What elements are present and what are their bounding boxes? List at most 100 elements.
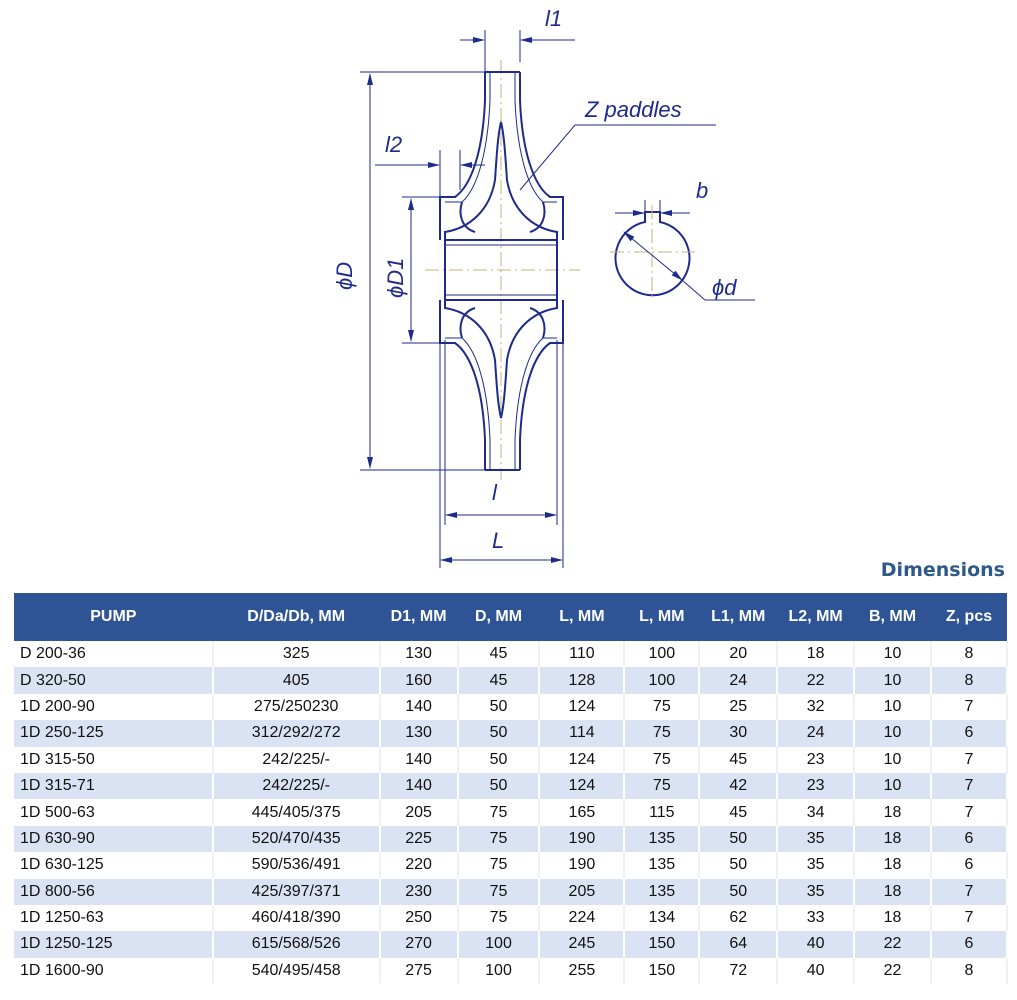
dimension-cell: 225 bbox=[379, 825, 459, 853]
dimension-cell: 110 bbox=[539, 641, 626, 668]
dimension-cell: 8 bbox=[931, 667, 1008, 694]
svg-text:l: l bbox=[492, 480, 498, 505]
dimension-cell: 75 bbox=[457, 878, 541, 905]
impeller-section bbox=[439, 71, 564, 471]
column-header: L1, MM bbox=[699, 593, 778, 641]
dimension-cell: 45 bbox=[457, 641, 541, 668]
dimension-cell: 205 bbox=[379, 799, 459, 826]
dimension-cell: 140 bbox=[379, 693, 459, 721]
dimension-cell: 25 bbox=[699, 693, 779, 721]
impeller-drawing: ϕD ϕD1 l1 l2 l L Z paddles bbox=[332, 6, 755, 568]
dimension-cell: 50 bbox=[457, 746, 541, 773]
dimension-cell: 18 bbox=[854, 799, 932, 826]
dimension-cell: 220 bbox=[379, 852, 459, 879]
table-row: 1D 500-63 445/405/375 205 75 165 115 45 34 18 7 bbox=[14, 799, 1008, 826]
dimension-cell: 45 bbox=[699, 746, 779, 773]
dimensions-title: Dimensions bbox=[880, 559, 1005, 581]
dimension-cell: 40 bbox=[777, 957, 856, 985]
column-header: L, MM bbox=[624, 593, 700, 641]
dimension-cell: 50 bbox=[699, 825, 779, 853]
pump-model-cell: 1D 250-125 bbox=[14, 720, 214, 747]
dimension-cell: 62 bbox=[699, 904, 779, 932]
table-row: 1D 800-56 425/397/371 230 75 205 135 50 35 18 7 bbox=[14, 878, 1008, 905]
dimension-cell: 135 bbox=[624, 878, 701, 905]
pump-model-cell: 1D 630-90 bbox=[14, 825, 214, 853]
shaft-section: b ϕd bbox=[610, 178, 755, 301]
dimension-cell: 224 bbox=[539, 904, 626, 932]
dimensions-table: PUMP D/Da/Db, MM D1, MM D, MM L, MM L, MM L1, … bbox=[14, 593, 1008, 985]
dimension-cell: 7 bbox=[931, 799, 1008, 826]
dimension-cell: 75 bbox=[624, 693, 701, 721]
dimension-cell: 115 bbox=[624, 799, 701, 826]
dimension-cell: 7 bbox=[931, 693, 1008, 721]
dimension-cell: 7 bbox=[931, 772, 1008, 800]
dimension-cell: 42 bbox=[699, 772, 779, 800]
dimension-cell: 18 bbox=[854, 904, 932, 932]
dimension-cell: 35 bbox=[777, 852, 856, 879]
dimension-cell: 520/470/435 bbox=[212, 825, 381, 853]
dimension-cell: 128 bbox=[539, 667, 626, 694]
dimension-cell: 255 bbox=[539, 957, 626, 985]
dimension-cell: 130 bbox=[379, 720, 459, 747]
dimension-cell: 242/225/- bbox=[212, 746, 381, 773]
dimension-l2: l2 bbox=[375, 132, 485, 197]
dimension-cell: 615/568/526 bbox=[212, 931, 381, 958]
dimension-cell: 165 bbox=[539, 799, 626, 826]
dimension-cell: 18 bbox=[854, 878, 932, 905]
dimension-cell: 6 bbox=[931, 931, 1008, 958]
dimension-cell: 50 bbox=[699, 878, 779, 905]
pump-model-cell: 1D 800-56 bbox=[14, 878, 214, 905]
table-row: 1D 630-90 520/470/435 225 75 190 135 50 35 18 6 bbox=[14, 825, 1008, 853]
bore bbox=[444, 239, 558, 301]
dimension-cell: 30 bbox=[699, 720, 779, 747]
dimension-cell: 50 bbox=[457, 720, 541, 747]
dimension-cell: 75 bbox=[624, 746, 701, 773]
z-paddles-callout: Z paddles bbox=[519, 97, 716, 191]
dimension-cell: 124 bbox=[539, 693, 626, 721]
dimension-cell: 190 bbox=[539, 852, 626, 879]
dimension-cell: 20 bbox=[699, 641, 779, 668]
table-row: 1D 250-125 312/292/272 130 50 114 75 30 24 10 6 bbox=[14, 720, 1008, 747]
table-row: 1D 1250-125 615/568/526 270 100 245 150 64 40 22… bbox=[14, 931, 1008, 958]
dimension-cell: 150 bbox=[624, 931, 701, 958]
dimension-cell: 18 bbox=[854, 852, 932, 879]
table-header-row: PUMP D/Da/Db, MM D1, MM D, MM L, MM L, MM L1, … bbox=[14, 593, 1007, 641]
dimension-phiD1: ϕD1 bbox=[383, 196, 440, 344]
svg-text:Z paddles: Z paddles bbox=[584, 97, 682, 122]
dimension-cell: 45 bbox=[699, 799, 779, 826]
dimension-cell: 75 bbox=[457, 852, 541, 879]
pump-model-cell: 1D 500-63 bbox=[14, 799, 214, 826]
dimension-cell: 23 bbox=[777, 772, 856, 800]
column-header: D, MM bbox=[457, 593, 540, 641]
pump-model-cell: 1D 200-90 bbox=[14, 693, 214, 721]
dimension-cell: 242/225/- bbox=[212, 772, 381, 800]
dimension-cell: 124 bbox=[539, 772, 626, 800]
dimension-cell: 34 bbox=[777, 799, 856, 826]
dimension-cell: 6 bbox=[931, 720, 1008, 747]
dimension-cell: 124 bbox=[539, 746, 626, 773]
pump-model-cell: 1D 630-125 bbox=[14, 852, 214, 879]
dimension-cell: 75 bbox=[624, 772, 701, 800]
table-row: 1D 315-50 242/225/- 140 50 124 75 45 23 10 7 bbox=[14, 746, 1008, 773]
dimension-l: l bbox=[444, 340, 558, 525]
svg-text:L: L bbox=[492, 528, 504, 553]
dimension-cell: 540/495/458 bbox=[212, 957, 381, 985]
column-header: D1, MM bbox=[379, 593, 458, 641]
dimension-cell: 114 bbox=[539, 720, 626, 747]
dimension-cell: 33 bbox=[777, 904, 856, 932]
pump-model-cell: 1D 1600-90 bbox=[14, 957, 214, 985]
dimension-cell: 325 bbox=[212, 641, 381, 668]
dimension-cell: 10 bbox=[854, 720, 932, 747]
dimension-cell: 160 bbox=[379, 667, 459, 694]
dimension-cell: 10 bbox=[854, 693, 932, 721]
svg-text:ϕd: ϕd bbox=[712, 275, 737, 300]
dimension-cell: 40 bbox=[777, 931, 856, 958]
dimension-cell: 250 bbox=[379, 904, 459, 932]
svg-text:l1: l1 bbox=[545, 6, 562, 31]
dimension-cell: 24 bbox=[777, 720, 856, 747]
dimension-cell: 75 bbox=[457, 799, 541, 826]
dimension-cell: 18 bbox=[854, 825, 932, 853]
dimension-cell: 140 bbox=[379, 772, 459, 800]
dimension-cell: 590/536/491 bbox=[212, 852, 381, 879]
column-header: L, MM bbox=[539, 593, 625, 641]
